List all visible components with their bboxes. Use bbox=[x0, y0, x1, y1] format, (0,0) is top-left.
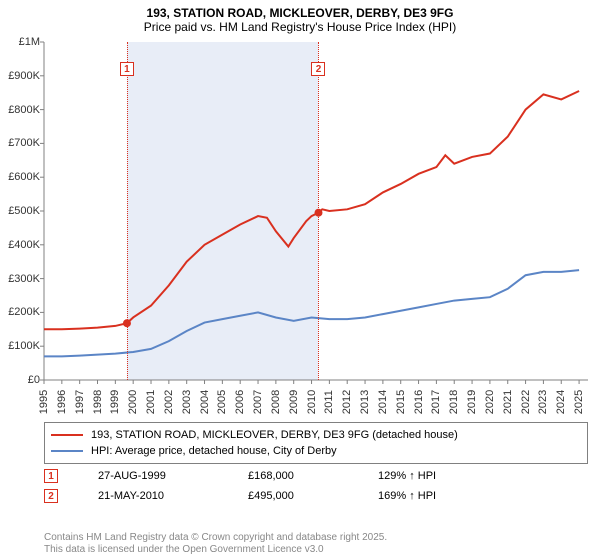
x-tick-label: 2019 bbox=[466, 387, 478, 417]
transaction-date: 21-MAY-2010 bbox=[98, 490, 208, 502]
marker-box: 1 bbox=[120, 62, 134, 76]
transaction-delta: 169% ↑ HPI bbox=[378, 490, 436, 502]
transaction-list: 1 27-AUG-1999 £168,000 129% ↑ HPI 2 21-M… bbox=[44, 466, 588, 506]
transaction-row: 2 21-MAY-2010 £495,000 169% ↑ HPI bbox=[44, 486, 588, 506]
y-tick-label: £300K bbox=[0, 273, 40, 285]
x-tick-label: 2017 bbox=[430, 387, 442, 417]
transaction-price: £168,000 bbox=[248, 470, 338, 482]
y-tick-label: £900K bbox=[0, 70, 40, 82]
credit-line2: This data is licensed under the Open Gov… bbox=[44, 544, 387, 556]
title-line2: Price paid vs. HM Land Registry's House … bbox=[0, 20, 600, 38]
legend: 193, STATION ROAD, MICKLEOVER, DERBY, DE… bbox=[44, 422, 588, 464]
y-tick-label: £1M bbox=[0, 36, 40, 48]
x-tick-label: 2022 bbox=[520, 387, 532, 417]
x-tick-label: 2004 bbox=[199, 387, 211, 417]
chart-area: £0£100K£200K£300K£400K£500K£600K£700K£80… bbox=[44, 42, 588, 380]
x-tick-label: 1995 bbox=[38, 387, 50, 417]
x-tick-label: 2025 bbox=[573, 387, 585, 417]
x-tick-label: 2002 bbox=[163, 387, 175, 417]
x-tick-label: 2016 bbox=[413, 387, 425, 417]
transaction-price: £495,000 bbox=[248, 490, 338, 502]
legend-label: 193, STATION ROAD, MICKLEOVER, DERBY, DE… bbox=[91, 429, 458, 441]
transaction-marker: 1 bbox=[44, 469, 58, 483]
x-tick-label: 1998 bbox=[92, 387, 104, 417]
transaction-delta: 129% ↑ HPI bbox=[378, 470, 436, 482]
x-tick-label: 2000 bbox=[127, 387, 139, 417]
y-tick-label: £400K bbox=[0, 239, 40, 251]
y-tick-label: £0 bbox=[0, 374, 40, 386]
chart-container: 193, STATION ROAD, MICKLEOVER, DERBY, DE… bbox=[0, 0, 600, 560]
x-tick-label: 2007 bbox=[252, 387, 264, 417]
x-tick-label: 2023 bbox=[537, 387, 549, 417]
chart-svg bbox=[44, 42, 588, 380]
transaction-marker: 2 bbox=[44, 489, 58, 503]
x-tick-label: 2012 bbox=[341, 387, 353, 417]
legend-swatch bbox=[51, 434, 83, 436]
y-tick-label: £200K bbox=[0, 306, 40, 318]
transaction-row: 1 27-AUG-1999 £168,000 129% ↑ HPI bbox=[44, 466, 588, 486]
y-tick-label: £800K bbox=[0, 104, 40, 116]
legend-swatch bbox=[51, 450, 83, 452]
legend-label: HPI: Average price, detached house, City… bbox=[91, 445, 337, 457]
x-tick-label: 2009 bbox=[288, 387, 300, 417]
marker-vline bbox=[318, 42, 319, 380]
x-tick-label: 1996 bbox=[56, 387, 68, 417]
title-line1: 193, STATION ROAD, MICKLEOVER, DERBY, DE… bbox=[0, 0, 600, 20]
transaction-date: 27-AUG-1999 bbox=[98, 470, 208, 482]
x-tick-label: 2010 bbox=[306, 387, 318, 417]
x-tick-label: 2003 bbox=[181, 387, 193, 417]
x-tick-label: 1997 bbox=[74, 387, 86, 417]
y-tick-label: £500K bbox=[0, 205, 40, 217]
x-tick-label: 2021 bbox=[502, 387, 514, 417]
marker-vline bbox=[127, 42, 128, 380]
legend-item: 193, STATION ROAD, MICKLEOVER, DERBY, DE… bbox=[51, 427, 581, 443]
x-tick-label: 2006 bbox=[234, 387, 246, 417]
x-tick-label: 2015 bbox=[395, 387, 407, 417]
x-tick-label: 2018 bbox=[448, 387, 460, 417]
x-tick-label: 2008 bbox=[270, 387, 282, 417]
credit: Contains HM Land Registry data © Crown c… bbox=[44, 532, 387, 556]
x-tick-label: 2005 bbox=[216, 387, 228, 417]
y-tick-label: £600K bbox=[0, 171, 40, 183]
x-tick-label: 2024 bbox=[555, 387, 567, 417]
marker-box: 2 bbox=[311, 62, 325, 76]
y-tick-label: £100K bbox=[0, 340, 40, 352]
x-tick-label: 2011 bbox=[323, 387, 335, 417]
x-tick-label: 2001 bbox=[145, 387, 157, 417]
x-tick-label: 2020 bbox=[484, 387, 496, 417]
credit-line1: Contains HM Land Registry data © Crown c… bbox=[44, 532, 387, 544]
x-tick-label: 1999 bbox=[109, 387, 121, 417]
x-tick-label: 2013 bbox=[359, 387, 371, 417]
y-tick-label: £700K bbox=[0, 137, 40, 149]
x-tick-label: 2014 bbox=[377, 387, 389, 417]
legend-item: HPI: Average price, detached house, City… bbox=[51, 443, 581, 459]
